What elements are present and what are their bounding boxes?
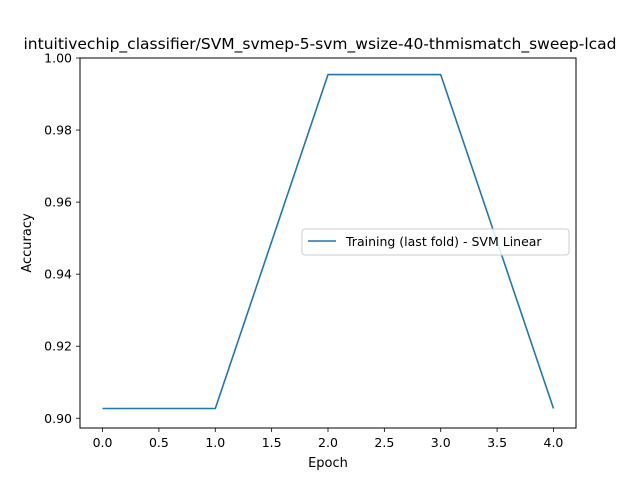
y-tick-label: 0.92: [44, 339, 72, 354]
x-tick-label: 0.5: [149, 435, 169, 450]
y-tick-label: 0.94: [44, 267, 72, 282]
chart-title: intuitivechip_classifier/SVM_svmep-5-svm…: [24, 35, 617, 54]
x-tick-label: 2.5: [374, 435, 394, 450]
x-tick-label: 3.5: [487, 435, 507, 450]
x-tick-label: 3.0: [431, 435, 451, 450]
y-tick-label: 1.00: [44, 51, 72, 66]
x-tick-label: 1.5: [262, 435, 282, 450]
y-tick-label: 0.90: [44, 411, 72, 426]
x-tick-label: 1.0: [205, 435, 225, 450]
x-axis-label: Epoch: [308, 456, 348, 471]
x-tick-label: 2.0: [318, 435, 338, 450]
x-tick-label: 0.0: [93, 435, 113, 450]
x-tick-label: 4.0: [544, 435, 564, 450]
series-line-0: [102, 73, 555, 410]
legend: Training (last fold) - SVM Linear: [301, 228, 570, 256]
y-tick-label: 0.98: [44, 123, 72, 138]
legend-frame: [301, 228, 570, 256]
legend-label: Training (last fold) - SVM Linear: [345, 234, 542, 249]
y-axis-label: Accuracy: [20, 213, 35, 273]
y-tick-label: 0.96: [44, 195, 72, 210]
